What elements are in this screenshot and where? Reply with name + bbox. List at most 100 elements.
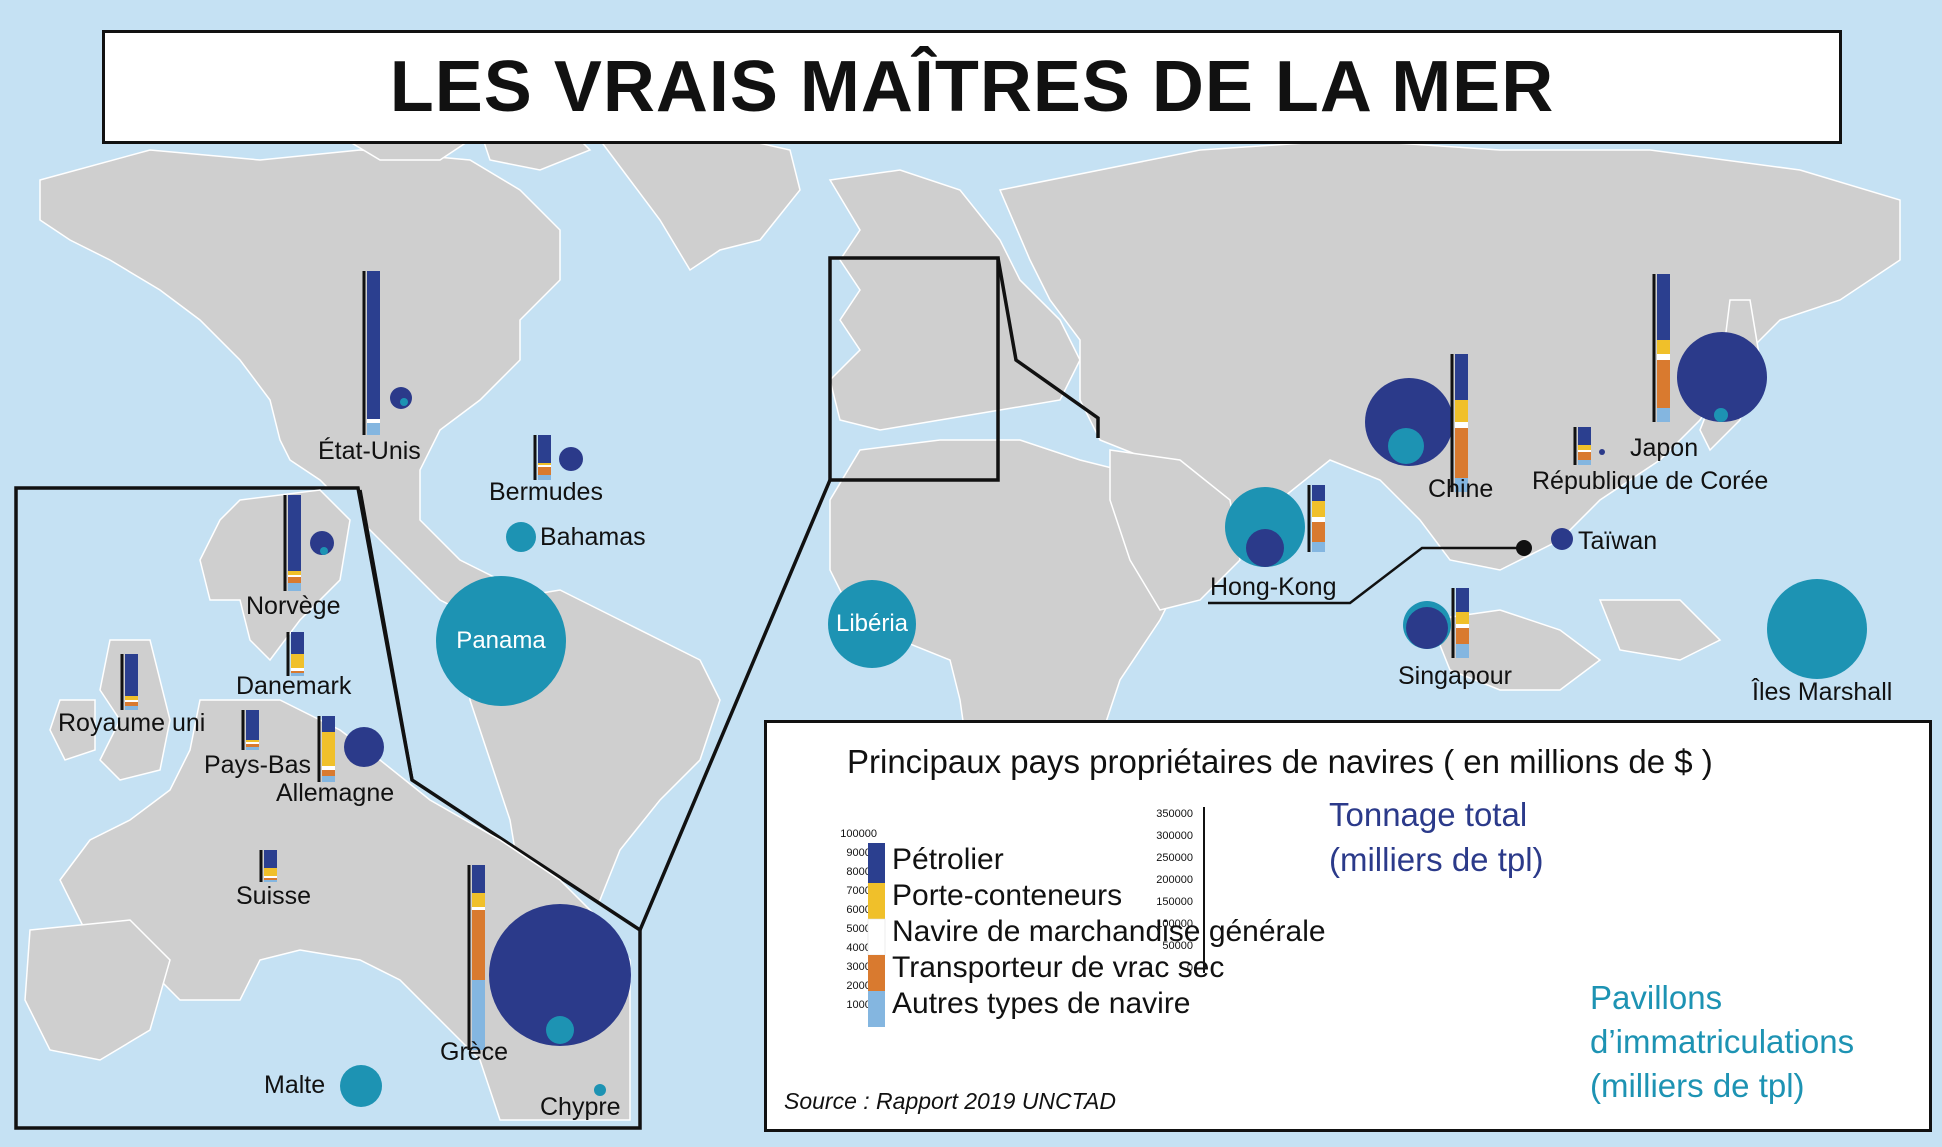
bar-singapour-petrolier <box>1456 588 1469 612</box>
source-note: Source : Rapport 2019 UNCTAD <box>784 1088 1116 1114</box>
tonnage-unit: (milliers de tpl) <box>1329 840 1544 878</box>
swatch-petrolier <box>868 843 885 883</box>
legend-item-marchandise: Navire de marchandise générale <box>892 915 1326 948</box>
bar-allemagne-vrac-sec <box>322 770 335 776</box>
bar-royaume-uni-vrac-sec <box>125 702 138 706</box>
bar-japon-porte-conteneurs <box>1657 340 1670 354</box>
title-box: LES VRAIS MAÎTRES DE LA MER <box>102 30 1842 144</box>
label-norvege: Norvège <box>246 592 341 620</box>
label-suisse: Suisse <box>236 882 312 910</box>
bar-suisse <box>259 850 277 882</box>
label-danemark: Danemark <box>236 672 352 700</box>
flags-circle-bahamas <box>506 522 536 552</box>
bar-suisse-marchandise <box>264 876 277 878</box>
circle-tick: 100000 <box>1156 918 1193 930</box>
bar-norvege <box>283 495 301 591</box>
circle-tick: 250000 <box>1156 852 1193 864</box>
hong-kong-marker <box>1516 540 1532 556</box>
bar-grece-petrolier <box>472 865 485 893</box>
bar-coree-petrolier <box>1578 427 1591 445</box>
tonnage-circle-allemagne <box>344 727 384 767</box>
circle-tick: 150000 <box>1156 896 1193 908</box>
arabia-landmass <box>1109 449 1241 611</box>
bar-chine-marchandise <box>1455 422 1468 428</box>
flags-circle-malte <box>340 1065 382 1107</box>
bar-hong-kong <box>1307 485 1325 552</box>
bar-tick: 50000 <box>846 923 877 935</box>
swatch-marchandise <box>867 918 886 956</box>
bar-chine-petrolier <box>1455 354 1468 400</box>
legend-item-porte-conteneurs: Porte-conteneurs <box>892 879 1123 912</box>
flags-circle-marshall <box>1767 579 1867 679</box>
flags-circle-chine <box>1388 428 1424 464</box>
flags-circle-grece <box>546 1016 574 1044</box>
bar-japon-petrolier <box>1657 274 1670 340</box>
bar-chine-vrac-sec <box>1455 428 1468 478</box>
bar-japon-marchandise <box>1657 354 1670 360</box>
bar-bermudes-marchandise <box>538 465 551 467</box>
inset-ireland <box>49 699 96 761</box>
tonnage-circle-grece <box>489 904 631 1046</box>
flags-circle-etats-unis <box>400 398 408 406</box>
bar-coree-marchandise <box>1578 450 1591 452</box>
bar-pays-bas-autres <box>246 747 259 750</box>
bar-royaume-uni-petrolier <box>125 654 138 696</box>
legend-box: Principaux pays propriétaires de navires… <box>764 720 1932 1132</box>
tonnage-circle-chine <box>1365 378 1453 466</box>
bar-allemagne-marchandise <box>322 766 335 770</box>
bar-danemark-porte-conteneurs <box>291 654 304 668</box>
flags-circle-panama <box>436 576 566 706</box>
label-singapour: Singapour <box>1398 662 1512 690</box>
legend-item-petrolier: Pétrolier <box>892 843 1004 876</box>
label-japon: Japon <box>1630 434 1699 462</box>
flags-unit: (milliers de tpl) <box>1590 1066 1805 1104</box>
bar-japon-autres <box>1657 408 1670 422</box>
label-chine: Chine <box>1428 475 1494 503</box>
flags-title-2: d’immatriculations <box>1590 1022 1855 1060</box>
inset-scandinavia <box>199 489 351 662</box>
flags-circle-japon <box>1714 408 1728 422</box>
bar-allemagne <box>317 716 335 782</box>
bar-suisse-petrolier <box>264 850 277 868</box>
bar-norvege-vrac-sec <box>288 577 301 583</box>
bar-hong-kong-porte-conteneurs <box>1312 501 1325 517</box>
bar-hong-kong-petrolier <box>1312 485 1325 501</box>
bar-coree <box>1573 427 1591 465</box>
swatch-porte-conteneurs <box>868 883 885 919</box>
bar-norvege-autres <box>288 583 301 591</box>
bar-pays-bas <box>241 710 259 750</box>
bar-hong-kong-autres <box>1312 542 1325 552</box>
bar-etats-unis <box>362 271 380 435</box>
bar-chine-autres <box>1455 478 1468 492</box>
tonnage-circle-etats-unis <box>390 387 412 409</box>
label-malte: Malte <box>264 1071 326 1099</box>
bar-tick: 90000 <box>846 847 877 859</box>
legend-color-bar <box>867 843 886 1027</box>
circle-tick: 350000 <box>1156 808 1193 820</box>
bar-tick: 20000 <box>846 980 877 992</box>
bar-grece-vrac-sec <box>472 910 485 980</box>
bar-pays-bas-petrolier <box>246 710 259 740</box>
bar-tick: 60000 <box>846 904 877 916</box>
bar-grece <box>467 865 485 1050</box>
bar-singapour-autres <box>1456 644 1469 658</box>
legend-title: Principaux pays propriétaires de navires… <box>847 743 1713 780</box>
bar-tick: 10000 <box>846 999 877 1011</box>
bar-etats-unis-petrolier <box>367 271 380 419</box>
bar-coree-autres <box>1578 460 1591 465</box>
tonnage-circle-taiwan <box>1551 528 1573 550</box>
legend-item-autres: Autres types de navire <box>892 987 1191 1020</box>
label-allemagne: Allemagne <box>276 779 395 807</box>
inset-continental-europe <box>59 699 631 1121</box>
circle-tick: 0 <box>1186 962 1193 974</box>
bar-tick: 40000 <box>846 942 877 954</box>
hong-kong-leader-line <box>1208 546 1524 605</box>
swatch-autres <box>868 991 885 1027</box>
bar-grece-porte-conteneurs <box>472 893 485 907</box>
bar-norvege-petrolier <box>288 495 301 571</box>
bar-suisse-porte-conteneurs <box>264 868 277 876</box>
bar-tick: 70000 <box>846 885 877 897</box>
bar-bermudes-autres <box>538 475 551 480</box>
tonnage-circle-bermudes <box>559 447 583 471</box>
